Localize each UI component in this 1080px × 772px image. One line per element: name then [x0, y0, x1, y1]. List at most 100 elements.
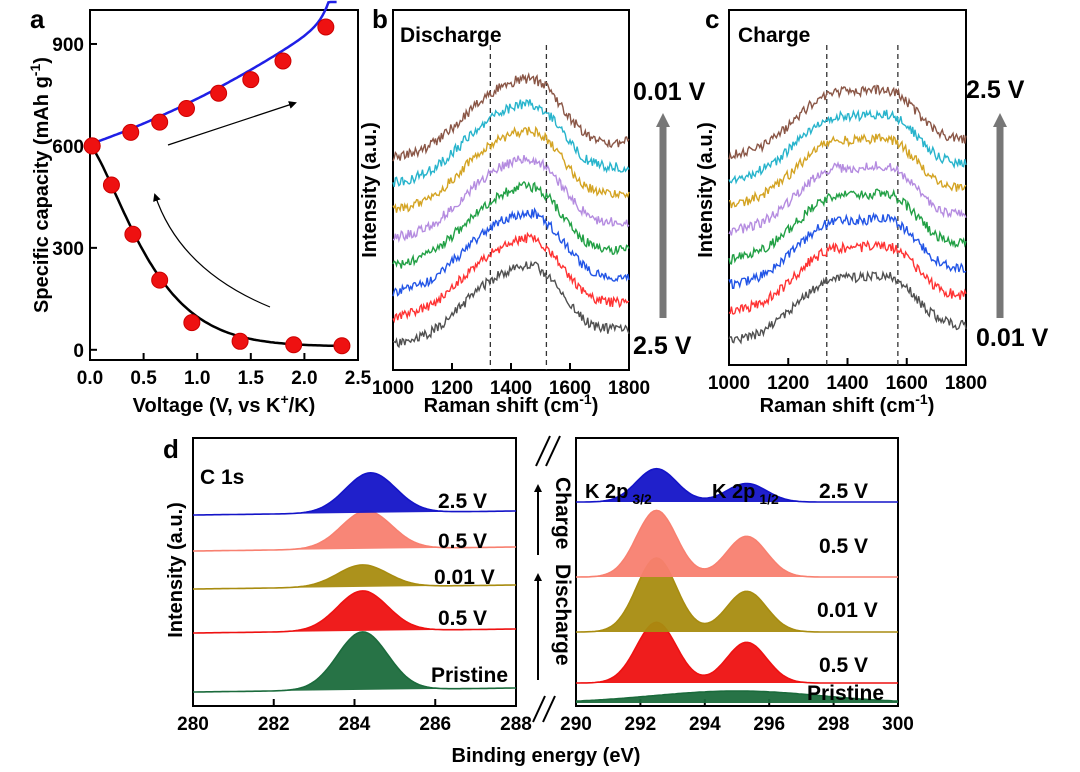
- k2p12-label: K 2p 1/2: [712, 481, 779, 507]
- x-tick-label-a: 2.5: [345, 368, 372, 389]
- panel-c: c Charge 1000 1200 1400 1600 1800 Raman shif…: [695, 4, 1049, 417]
- panel-c-title: Charge: [738, 24, 810, 47]
- charge-point: [274, 52, 292, 70]
- panel-a: a 0.0 0.5 1.0 1.5 2.0 2.5 0 300 600 900 Voltage (…: [27, 0, 372, 417]
- x-axis-label-d: Binding energy (eV): [452, 745, 641, 767]
- x-tick-label-b: 1600: [549, 378, 591, 399]
- y-tick-label-a: 600: [52, 137, 84, 158]
- x-tick-label-d: 292: [625, 714, 657, 735]
- discharge-label-d: Discharge: [551, 564, 574, 666]
- discharge-point: [124, 225, 142, 243]
- raman-spectrum-1: [392, 260, 630, 349]
- y-axis-label-b: Intensity (a.u.): [359, 122, 381, 258]
- c1s-peak-line: [193, 564, 516, 590]
- x-tick-label-c: 1800: [945, 373, 987, 394]
- raman-spectrum-5: [392, 154, 630, 243]
- raman-spectrum-6: [392, 125, 630, 213]
- axes-frame-a: [89, 9, 359, 361]
- x-axis-label-a: Voltage (V, vs K+/K): [133, 391, 316, 417]
- c1s-peak-line: [193, 590, 516, 634]
- c1s-peak-line: [193, 631, 516, 693]
- x-axis-label-b: Raman shift (cm-1): [424, 391, 599, 417]
- peak-lines-c: [826, 45, 899, 365]
- x-tick-label-c: 1600: [886, 373, 928, 394]
- charge-curve: [91, 0, 337, 145]
- x-tick-label-c: 1400: [826, 373, 868, 394]
- c1s-title: C 1s: [200, 466, 244, 489]
- panel-letter-c: c: [705, 4, 719, 34]
- raman-spectrum-3: [728, 211, 967, 289]
- x-tick-label-b: 1400: [490, 378, 532, 399]
- x-tick-label-d: 290: [560, 714, 592, 735]
- k2p-peak-line: [576, 557, 898, 633]
- raman-spectrum-4: [728, 188, 967, 265]
- xps-voltage-labels: Pristine Pristine 0.5 V 0.5 V 0.01 V 0.01 V 0.…: [431, 480, 884, 705]
- k2p-peak-line: [575, 690, 899, 702]
- axis-break-marks: [532, 435, 561, 723]
- x-tick-label-d: 286: [419, 714, 451, 735]
- c1s-series-label: 0.5 V: [438, 607, 487, 630]
- x-tick-label-d: 288: [500, 714, 532, 735]
- x-tick-label-a: 2.0: [291, 368, 317, 389]
- axis-ticks-a: 0.0 0.5 1.0 1.5 2.0 2.5 0 300 600 900: [52, 35, 371, 389]
- y-axis-label-d: Intensity (a.u.): [165, 502, 187, 638]
- charge-label-d: Charge: [551, 477, 574, 549]
- arrow-bottom-label-b: 2.5 V: [633, 332, 692, 360]
- raman-spectrum-1: [728, 270, 967, 345]
- c1s-peak-fill: [193, 472, 516, 515]
- x-tick-label-a: 0.5: [130, 368, 157, 389]
- k2p-series-label: 2.5 V: [819, 480, 868, 503]
- raman-spectrum-7: [728, 108, 967, 185]
- capacity-curves: [91, 0, 348, 348]
- raman-spectrum-8: [728, 84, 967, 160]
- x-tick-label-d: 282: [258, 714, 290, 735]
- peak-lines-b: [489, 45, 548, 370]
- k2p-peak-fill: [576, 468, 898, 502]
- discharge-point: [183, 314, 201, 332]
- charge-point: [151, 113, 169, 131]
- x-tick-label-a: 1.5: [238, 368, 265, 389]
- charge-point: [210, 84, 228, 102]
- c1s-series-label: 0.01 V: [434, 566, 495, 589]
- k2p32-label: K 2p 3/2: [585, 481, 652, 507]
- discharge-arrow-a: [153, 193, 271, 308]
- discharge-point: [151, 271, 169, 289]
- raman-spectrum-4: [392, 180, 630, 269]
- k2p-peak-line: [576, 509, 898, 578]
- y-tick-label-a: 900: [52, 35, 84, 56]
- c1s-peak-line: [193, 471, 516, 516]
- raman-spectra-charge: [728, 84, 967, 345]
- raman-spectrum-2: [728, 239, 967, 315]
- k2p-peak-line: [576, 467, 898, 503]
- arrow-top-label-b: 0.01 V: [633, 78, 706, 106]
- charge-point: [242, 71, 260, 89]
- axes-frame-d-right: [575, 437, 899, 707]
- arrow-bottom-label-c: 0.01 V: [976, 324, 1049, 352]
- c1s-series-label: 0.5 V: [438, 530, 487, 553]
- x-tick-label-c: 1200: [767, 373, 809, 394]
- c1s-peak-fill: [193, 590, 516, 633]
- x-axis-label-c: Raman shift (cm-1): [760, 391, 935, 417]
- x-tick-label-a: 0.0: [77, 368, 103, 389]
- c1s-series-label: Pristine: [431, 664, 508, 687]
- discharge-curve: [91, 147, 348, 348]
- panel-d: d 280 282 284 286 288 290 292 294 296 298 300 Pris…: [163, 434, 914, 767]
- x-tick-label-b: 1000: [372, 378, 414, 399]
- panel-letter-d: d: [163, 434, 179, 464]
- k2p-series-label: Pristine: [807, 682, 884, 705]
- raman-spectrum-7: [392, 99, 630, 188]
- discharge-point: [285, 336, 303, 354]
- c1s-peak-fill: [193, 631, 516, 692]
- panel-b: b Discharge 1000 1200 1400 1600 1800 Raman s…: [359, 4, 706, 417]
- raman-spectrum-3: [392, 206, 630, 297]
- c1s-peak-line: [193, 510, 516, 552]
- raman-spectrum-2: [392, 231, 630, 324]
- axis-ticks-d: 280 282 284 286 288 290 292 294 296 298 300: [177, 699, 914, 735]
- y-tick-label-a: 300: [52, 239, 84, 260]
- charge-point: [83, 137, 101, 155]
- axis-ticks-b: 1000 1200 1400 1600 1800: [372, 363, 650, 399]
- raman-spectra-discharge: [392, 71, 630, 349]
- x-tick-label-d: 298: [818, 714, 850, 735]
- x-tick-label-d: 296: [753, 714, 785, 735]
